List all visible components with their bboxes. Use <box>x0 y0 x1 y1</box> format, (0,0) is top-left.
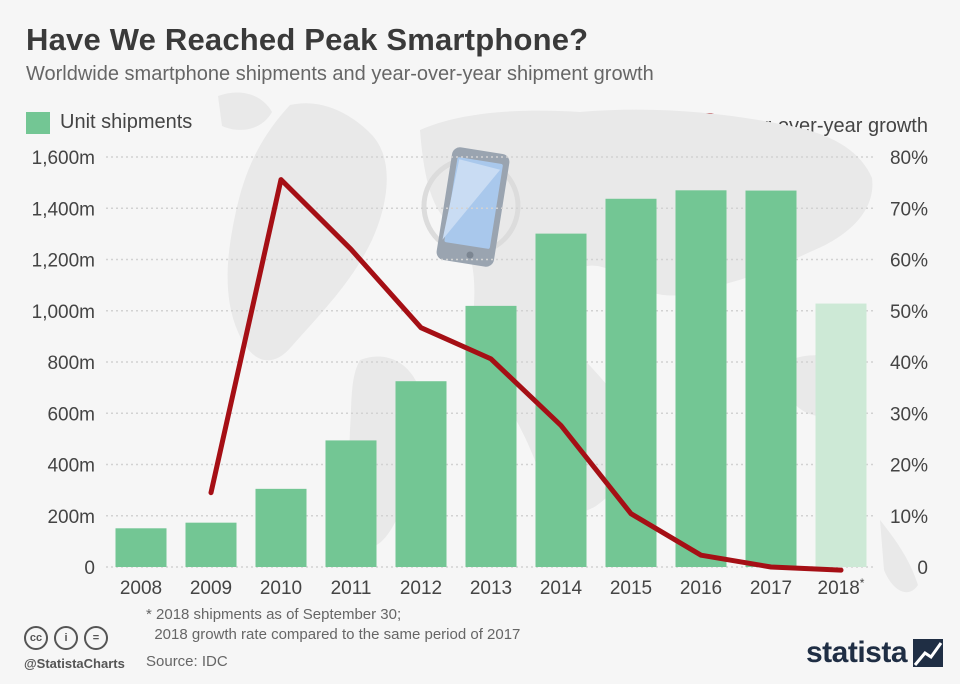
bar <box>185 522 237 567</box>
page-title: Have We Reached Peak Smartphone? <box>26 22 589 57</box>
x-axis-ticks: 2008 2009 2010 2011 2012 2013 2014 2015 2016 2017… <box>120 576 865 599</box>
bar <box>115 528 167 567</box>
bar <box>675 190 727 567</box>
bar <box>255 488 307 567</box>
x-axis-tick-label: 2015 <box>610 578 652 599</box>
legend-bars: Unit shipments <box>26 111 192 134</box>
left-axis-tick-label: 400m <box>47 456 95 477</box>
left-axis-tick-label: 1,600m <box>32 148 95 169</box>
statista-wordmark: statista <box>806 636 908 669</box>
bar <box>395 381 447 567</box>
page-subtitle: Worldwide smartphone shipments and year-… <box>26 63 654 85</box>
growth-line-series <box>208 177 844 573</box>
bar <box>535 233 587 567</box>
x-axis-tick-label: 2008 <box>120 578 162 599</box>
x-axis-tick-label: 2011 <box>331 578 372 599</box>
left-axis-tick-label: 1,200m <box>32 251 95 272</box>
social-handle: @StatistaCharts <box>24 656 125 671</box>
cc-icon: cc <box>24 626 48 650</box>
right-axis-tick-label: 60% <box>890 251 928 272</box>
footnote: * 2018 shipments as of September 30; 201… <box>146 606 521 643</box>
person-icon: i <box>54 626 78 650</box>
left-axis-tick-label: 600m <box>47 404 95 425</box>
left-axis-ticks: 0 200m 400m 600m 800m 1,000m 1,200m 1,400m 1,600… <box>32 148 95 579</box>
right-axis-tick-label: 80% <box>890 148 928 169</box>
right-axis-tick-label: 0 <box>917 558 928 579</box>
license-icons: cc i = <box>24 626 108 650</box>
right-axis-tick-label: 30% <box>890 404 928 425</box>
right-axis-tick-label: 40% <box>890 353 928 374</box>
x-axis-tick-label: 2010 <box>260 578 302 599</box>
right-axis-ticks: 0 10% 20% 30% 40% 50% 60% 70% 80% <box>890 148 928 579</box>
x-axis-tick-label: 2012 <box>400 578 442 599</box>
left-axis-tick-label: 0 <box>84 558 95 579</box>
bar <box>815 303 867 567</box>
smartphone-icon <box>421 147 521 267</box>
left-axis-tick-label: 200m <box>47 507 95 528</box>
left-axis-tick-label: 1,400m <box>32 199 95 220</box>
left-axis-tick-label: 800m <box>47 353 95 374</box>
bar <box>745 190 797 567</box>
bar <box>325 440 377 567</box>
right-axis-tick-label: 10% <box>890 507 928 528</box>
bar <box>465 305 517 567</box>
x-axis-tick-label: 2009 <box>190 578 232 599</box>
x-axis-tick-label: 2018* <box>818 576 865 599</box>
bar <box>605 198 657 568</box>
growth-line <box>208 177 844 573</box>
legend-bars-label: Unit shipments <box>60 111 193 133</box>
equals-icon: = <box>84 626 108 650</box>
source-note: Source: IDC <box>146 653 228 670</box>
x-axis-tick-label: 2013 <box>470 578 512 599</box>
statista-logo-icon <box>913 639 944 667</box>
left-axis-tick-label: 1,000m <box>32 302 95 323</box>
x-axis-tick-label: 2014 <box>540 578 583 599</box>
right-axis-tick-label: 70% <box>890 199 928 220</box>
legend-bars-swatch <box>26 111 50 134</box>
x-axis-tick-label: 2016 <box>680 578 722 599</box>
statista-logo: statista <box>806 636 944 670</box>
x-axis-tick-label: 2017 <box>750 578 792 599</box>
right-axis-tick-label: 50% <box>890 302 928 323</box>
bar-series <box>115 190 867 568</box>
right-axis-tick-label: 20% <box>890 456 928 477</box>
